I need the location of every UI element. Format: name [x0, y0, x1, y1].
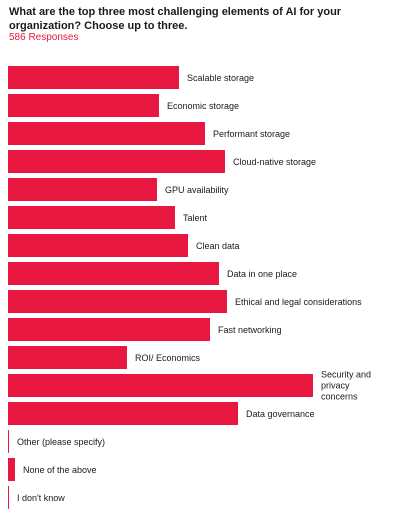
- bar-label-i-don-t-know: I don't know: [17, 493, 65, 503]
- bar-label-performant-storage: Performant storage: [213, 129, 290, 139]
- bar-label-data-in-one-place: Data in one place: [227, 269, 297, 279]
- bar-label-talent: Talent: [183, 213, 208, 223]
- bar-label-clean-data: Clean data: [196, 241, 240, 251]
- bar-label-other-please-specify: Other (please specify): [17, 437, 105, 447]
- bar-label-gpu-availability: GPU availability: [165, 185, 229, 195]
- bar-label-data-governance: Data governance: [246, 409, 315, 419]
- bar-talent: [8, 206, 175, 229]
- bar-security-and-privacy-concerns: [8, 374, 313, 397]
- bar-roi-economics: [8, 346, 127, 369]
- bar-label-roi-economics: ROI/ Economics: [135, 353, 201, 363]
- bar-performant-storage: [8, 122, 205, 145]
- bar-fast-networking: [8, 318, 210, 341]
- bar-label-scalable-storage: Scalable storage: [187, 73, 254, 83]
- bar-label-ethical-and-legal-considerations: Ethical and legal considerations: [235, 297, 362, 307]
- bar-label-fast-networking: Fast networking: [218, 325, 282, 335]
- bar-label-none-of-the-above: None of the above: [23, 465, 97, 475]
- bar-label-cloud-native-storage: Cloud-native storage: [233, 157, 316, 167]
- bar-label-economic-storage: Economic storage: [167, 101, 239, 111]
- bar-data-governance: [8, 402, 238, 425]
- chart-title: What are the top three most challenging …: [9, 6, 342, 32]
- bar-cloud-native-storage: [8, 150, 225, 173]
- chart-subtitle: 586 Responses: [9, 32, 79, 43]
- bar-label-security-and-privacy-concerns: Security and privacy concerns: [321, 370, 371, 402]
- bar-economic-storage: [8, 94, 159, 117]
- bar-data-in-one-place: [8, 262, 219, 285]
- bar-none-of-the-above: [8, 458, 15, 481]
- bar-ethical-and-legal-considerations: [8, 290, 227, 313]
- bar-other-please-specify: [8, 430, 9, 453]
- bar-gpu-availability: [8, 178, 157, 201]
- bar-scalable-storage: [8, 66, 179, 89]
- bar-clean-data: [8, 234, 188, 257]
- bar-i-don-t-know: [8, 486, 9, 509]
